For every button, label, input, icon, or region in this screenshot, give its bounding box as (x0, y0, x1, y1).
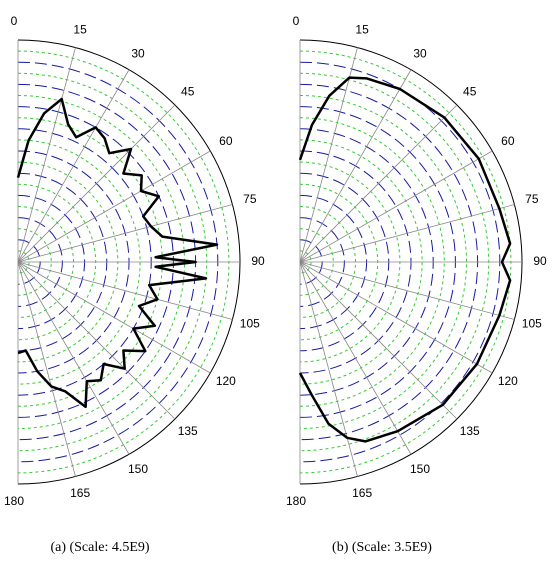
angle-tick-label: 180 (4, 494, 24, 508)
angle-tick-label: 105 (522, 316, 542, 330)
grid-spoke (299, 261, 515, 320)
grid-spoke (17, 69, 130, 263)
angle-tick-label: 45 (463, 84, 477, 98)
grid-ring (17, 139, 141, 385)
data-line (298, 76, 512, 443)
angle-tick-label: 0 (11, 14, 18, 28)
grid-ring (17, 95, 185, 429)
grid-spoke (17, 47, 76, 263)
grid-spoke (299, 104, 458, 263)
grid-ring (17, 250, 30, 274)
angle-tick-label: 120 (498, 374, 518, 388)
angle-tick-label: 75 (525, 192, 539, 206)
angle-tick-label: 30 (131, 46, 145, 60)
angle-tick-label: 75 (243, 192, 257, 206)
angle-tick-label: 165 (70, 486, 90, 500)
caption: (b) (Scale: 3.5E9) (332, 540, 432, 555)
angle-tick-label: 105 (240, 316, 260, 330)
grid-ring (17, 228, 52, 296)
angle-tick-label: 90 (251, 254, 265, 268)
grid-spoke (17, 261, 76, 477)
grid-spoke (299, 150, 493, 263)
grid-spoke (17, 261, 130, 455)
grid-ring (299, 228, 334, 296)
grid-ring (299, 95, 467, 429)
angle-tick-label: 0 (293, 14, 300, 28)
angle-tick-label: 135 (178, 424, 198, 438)
grid-spoke (17, 261, 211, 374)
grid-ring (299, 206, 356, 318)
grid-spoke (299, 261, 358, 477)
angle-tick-label: 45 (181, 84, 195, 98)
grid-ring (299, 139, 423, 385)
grid-ring (17, 206, 74, 318)
grid-spoke (17, 261, 176, 420)
grid-ring (299, 117, 445, 407)
grid-spoke (17, 104, 176, 263)
angle-tick-label: 150 (410, 462, 430, 476)
grid-spoke (299, 69, 412, 263)
data-line (16, 97, 219, 409)
angle-tick-label: 30 (413, 46, 427, 60)
angle-tick-label: 60 (219, 134, 233, 148)
angle-tick-label: 180 (286, 494, 306, 508)
angle-tick-label: 165 (352, 486, 372, 500)
grid-spoke (17, 261, 233, 320)
grid-spoke (17, 150, 211, 263)
angle-tick-label: 135 (460, 424, 480, 438)
grid-spoke (299, 204, 515, 263)
angle-tick-label: 150 (128, 462, 148, 476)
angle-tick-label: 15 (355, 22, 369, 36)
grid-spoke (299, 47, 358, 263)
angle-tick-label: 60 (501, 134, 515, 148)
angle-tick-label: 15 (73, 22, 87, 36)
grid-spoke (17, 204, 233, 263)
angle-tick-label: 120 (216, 374, 236, 388)
grid-spoke (299, 261, 458, 420)
caption: (a) (Scale: 4.5E9) (50, 540, 149, 555)
angle-tick-label: 90 (533, 254, 547, 268)
grid-spoke (299, 261, 493, 374)
grid-ring (299, 250, 312, 274)
grid-spoke (299, 261, 412, 455)
